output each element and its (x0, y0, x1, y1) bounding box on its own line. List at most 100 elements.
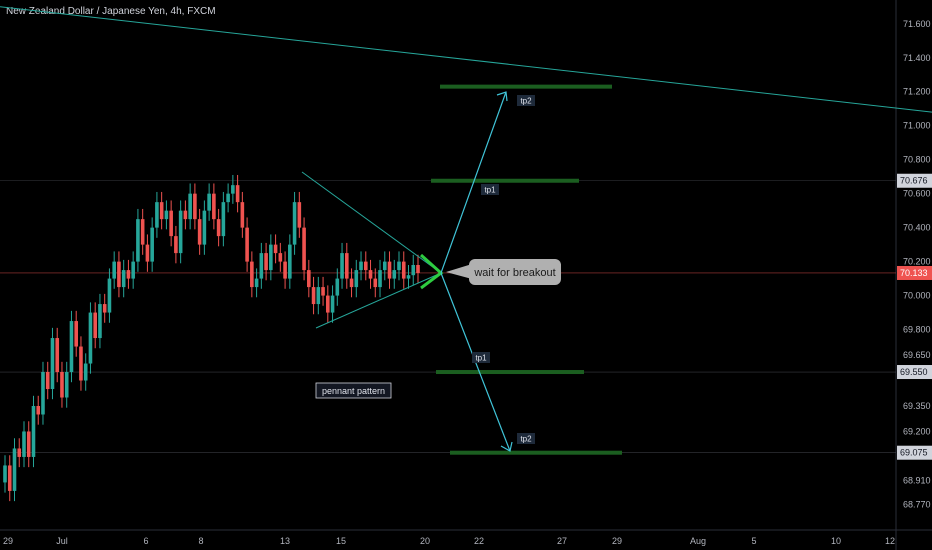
x-tick-label: 15 (336, 536, 346, 546)
candle-body (102, 304, 107, 313)
x-tick-label: 20 (420, 536, 430, 546)
candle-body (416, 265, 420, 273)
level-price-text: 70.133 (900, 268, 928, 278)
y-tick-label: 71.000 (903, 121, 931, 131)
candle-body (31, 405, 36, 457)
candle-body (231, 185, 235, 194)
candle-body (226, 193, 230, 203)
x-tick-label: 12 (885, 536, 895, 546)
candle-body (335, 278, 340, 296)
candle-body (316, 287, 321, 305)
candle-body (378, 270, 382, 288)
candle-body (36, 405, 41, 415)
tp1-down-bar (436, 370, 584, 375)
candle-body (278, 253, 283, 262)
pennant-upper-line (301, 171, 442, 274)
y-tick-label: 69.800 (903, 325, 931, 335)
candle-body (107, 278, 112, 313)
candle-body (193, 193, 197, 220)
candle-body (83, 363, 88, 381)
candle-body (321, 287, 325, 296)
candle-body (117, 261, 121, 288)
candle-body (292, 202, 297, 245)
level-price-text: 69.075 (900, 448, 928, 458)
candle-body (302, 227, 306, 271)
pennant-lower-line (315, 272, 442, 329)
candle-body (93, 312, 97, 339)
tp1-up-bar (431, 178, 579, 183)
candle-body (98, 304, 102, 339)
level-price-tag (897, 173, 932, 188)
candle-body (178, 210, 183, 254)
candle-body (245, 227, 249, 262)
candle-body (55, 338, 60, 373)
candle-body (382, 261, 387, 271)
y-tick-label: 70.600 (903, 189, 931, 199)
candle-body (45, 372, 50, 390)
callout-pointer (446, 264, 472, 279)
candle-body (159, 202, 164, 220)
y-tick-label: 71.400 (903, 53, 931, 63)
candle-body (74, 321, 79, 347)
candle-body (273, 244, 278, 254)
y-tick-label: 70.200 (903, 257, 931, 267)
pattern-label-box (315, 382, 392, 399)
candle-body (183, 210, 188, 220)
candle-body (387, 261, 392, 279)
candle-body (150, 227, 154, 262)
candle-body (406, 275, 411, 279)
candle-body (17, 448, 22, 457)
arrow-head-up (496, 91, 508, 102)
candle-body (197, 219, 202, 245)
x-tick-label: 13 (280, 536, 290, 546)
x-tick-label: 8 (198, 536, 203, 546)
tp2-up-label: tp2 (520, 97, 532, 106)
candle-body (368, 270, 373, 279)
candle-body (88, 312, 93, 364)
candle-body (297, 202, 302, 228)
candle-body (188, 193, 192, 220)
y-tick-label: 69.650 (903, 350, 931, 360)
arrow-head-down (500, 441, 513, 452)
candle-body (264, 253, 268, 271)
candle-body (69, 321, 74, 373)
candle-body (340, 253, 344, 279)
tp1-down-label: tp1 (475, 354, 487, 363)
y-tick-label: 70.400 (903, 223, 931, 233)
tp2-up-bar (440, 84, 612, 89)
candle-body (131, 261, 135, 279)
candle-body (411, 265, 416, 276)
breakout-up-arrow (440, 91, 507, 274)
level-price-tag (897, 365, 932, 380)
tp2-down-label-bg (517, 433, 535, 444)
candle-body (221, 202, 226, 237)
candle-body (22, 431, 26, 457)
candle-body (169, 210, 173, 237)
y-tick-label: 69.350 (903, 401, 931, 411)
candle-body (212, 193, 216, 220)
candle-body (259, 253, 264, 279)
y-tick-label: 70.800 (903, 155, 931, 165)
candle-body (363, 261, 368, 271)
candle-body (12, 448, 17, 491)
candle-body (240, 202, 245, 228)
x-tick-label: 27 (557, 536, 567, 546)
pattern-label: pennant pattern (322, 386, 385, 396)
x-tick-label: 29 (3, 536, 13, 546)
x-tick-label: 29 (612, 536, 622, 546)
y-tick-label: 69.200 (903, 426, 931, 436)
candle-body (330, 295, 335, 313)
candle-body (373, 278, 378, 288)
candle-body (235, 185, 240, 203)
y-tick-label: 68.910 (903, 476, 931, 486)
candle-body (269, 244, 273, 271)
candle-body (354, 270, 359, 288)
candle-body (3, 465, 7, 483)
candle-body (216, 219, 221, 237)
pennant-apex-marker (419, 253, 444, 290)
candle-body (207, 193, 211, 211)
tp1-down-label-bg (472, 352, 490, 363)
y-tick-label: 68.770 (903, 500, 931, 510)
candle-body (126, 270, 131, 279)
